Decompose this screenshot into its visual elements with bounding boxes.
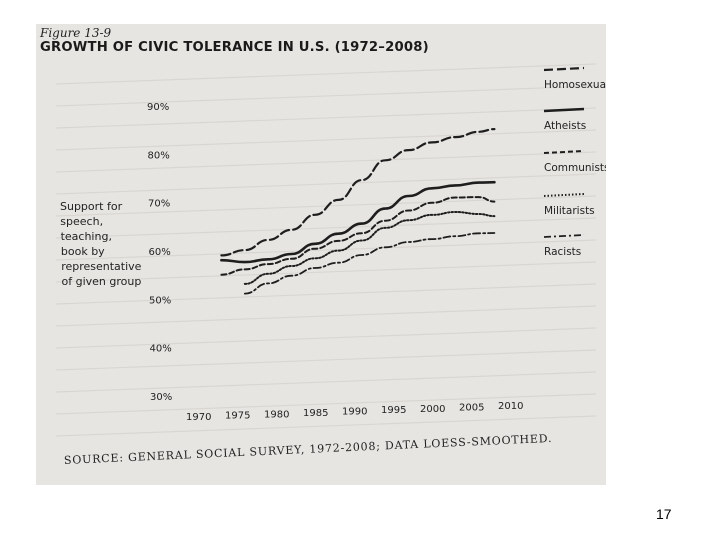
legend-swatch-communists — [543, 150, 585, 154]
y-axis-label-line: book by — [61, 245, 105, 258]
legend-swatch-homosexuals — [543, 66, 585, 72]
page-number: 17 — [656, 506, 672, 522]
series-line-atheists — [220, 180, 496, 264]
legend-swatch-atheists — [543, 107, 585, 113]
x-tick-label: 2010 — [498, 401, 523, 412]
y-tick-label: 90% — [147, 102, 169, 113]
series-line-homosexuals — [220, 128, 496, 257]
y-tick-label: 70% — [148, 199, 170, 210]
x-tick-label: 1980 — [264, 409, 289, 420]
y-tick-label: 60% — [149, 247, 171, 258]
y-axis-label-line: of given group — [62, 275, 142, 288]
x-tick-label: 2000 — [420, 404, 445, 415]
series-line-racists — [243, 232, 496, 295]
y-tick-label: 80% — [148, 150, 170, 161]
x-tick-label: 1975 — [225, 411, 250, 422]
x-tick-label: 2005 — [459, 402, 484, 413]
y-axis-label-line: teaching, — [61, 230, 112, 243]
y-tick-label: 30% — [150, 392, 172, 403]
x-tick-label: 1995 — [381, 405, 406, 416]
legend-label-militarists: Militarists — [544, 205, 595, 217]
legend-label-communists: Communists — [544, 162, 606, 174]
legend-label-atheists: Atheists — [544, 120, 586, 132]
y-tick-label: 50% — [149, 295, 171, 306]
series-line-militarists — [243, 210, 496, 285]
x-tick-label: 1970 — [186, 412, 211, 423]
legend-label-racists: Racists — [544, 246, 581, 258]
y-tick-label: 40% — [150, 344, 172, 355]
series-line-communists — [220, 196, 496, 276]
chart-title: GROWTH OF CIVIC TOLERANCE IN U.S. (1972–… — [40, 40, 429, 55]
bleed-through-texture — [55, 63, 597, 437]
scanned-book-page: Figure 13-9 GROWTH OF CIVIC TOLERANCE IN… — [36, 24, 606, 485]
legend-swatch-racists — [543, 234, 585, 238]
tolerance-line-chart: 30% 40% 50% 60% 70% 80% 90% 1970 1975 1980 1985 199… — [60, 66, 606, 423]
y-axis-label-line: speech, — [60, 215, 103, 228]
x-tick-label: 1990 — [342, 407, 367, 418]
legend-label-homosexuals: Homosexuals — [544, 79, 606, 91]
y-axis-label-line: representative — [61, 260, 141, 273]
y-axis-label-line: Support for — [60, 200, 123, 213]
figure-label: Figure 13-9 — [40, 26, 112, 40]
legend-swatch-militarists — [543, 193, 585, 197]
x-tick-label: 1985 — [303, 408, 328, 419]
